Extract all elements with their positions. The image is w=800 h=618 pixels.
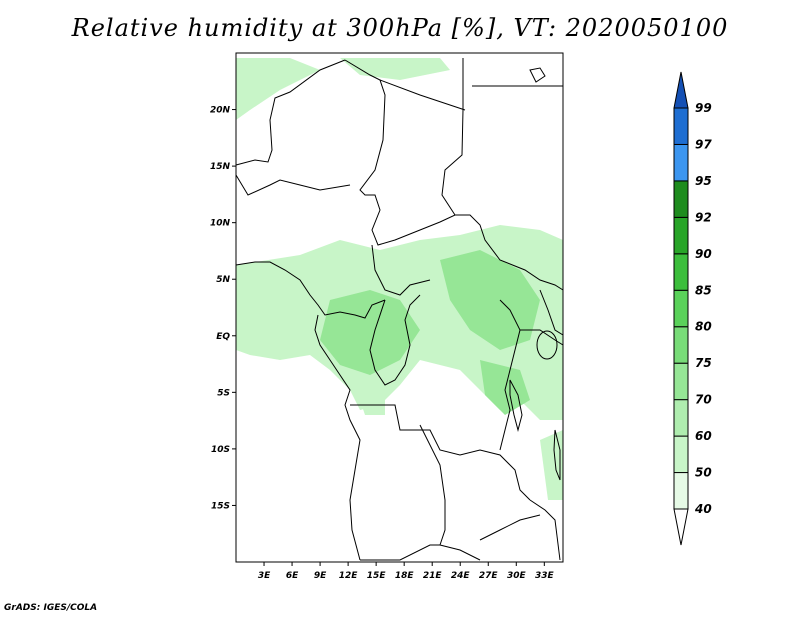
lat-tick-label: 10N — [210, 219, 231, 229]
colorbar: 40 50 60 70 75 80 85 90 92 95 97 99 — [673, 71, 712, 546]
colorbar-box — [673, 472, 689, 510]
colorbar-label: 70 — [695, 393, 712, 407]
lon-tick-label: 27E — [479, 571, 499, 581]
lat-tick-label: 15S — [211, 501, 230, 511]
colorbar-label: 97 — [695, 137, 712, 151]
map-frame — [235, 52, 564, 563]
colorbar-label: 99 — [695, 101, 712, 115]
colorbar-label: 60 — [695, 429, 712, 443]
colorbar-box — [673, 289, 689, 328]
lake-outline — [553, 429, 561, 481]
colorbar-box — [673, 326, 689, 364]
humidity-patch — [440, 250, 540, 350]
colorbar-box — [673, 253, 689, 291]
lon-tick-label: 30E — [507, 571, 527, 581]
lat-tick-label: 10S — [211, 445, 230, 455]
lake-outline — [536, 330, 558, 360]
map-title: Relative humidity at 300hPa [%], VT: 202… — [71, 14, 729, 42]
lon-tick-label: 9E — [314, 571, 327, 581]
colorbar-box — [673, 435, 689, 474]
lat-tick-label: 20N — [210, 106, 231, 116]
colorbar-box — [673, 143, 689, 182]
lon-tick-label: 21E — [423, 571, 443, 581]
lat-tick-label: 5N — [216, 275, 230, 285]
colorbar-label: 75 — [695, 356, 712, 370]
latitude-axis: 20N 15N 10N 5N EQ 5S 10S 15S — [210, 106, 236, 511]
colorbar-box — [673, 107, 689, 145]
country-borders — [235, 58, 564, 561]
lon-tick-label: 6E — [286, 571, 299, 581]
colorbar-label: 85 — [695, 283, 712, 297]
lat-tick-label: 5S — [217, 388, 230, 398]
colorbar-box — [673, 399, 689, 437]
lon-tick-label: 12E — [339, 571, 359, 581]
lat-tick-label: EQ — [216, 332, 230, 342]
lon-tick-label: 3E — [258, 571, 271, 581]
humidity-field — [236, 58, 563, 500]
humidity-patch — [360, 400, 385, 415]
colorbar-label: 80 — [695, 320, 712, 334]
credit-text: GrADS: IGES/COLA — [4, 603, 98, 613]
colorbar-box — [673, 216, 689, 255]
colorbar-max-triangle — [673, 71, 689, 109]
lon-tick-label: 24E — [451, 571, 471, 581]
colorbar-label: 50 — [695, 466, 712, 480]
colorbar-box — [673, 180, 689, 218]
humidity-patch — [480, 360, 530, 415]
humidity-patch — [540, 430, 563, 500]
humidity-patch — [236, 58, 320, 120]
lon-tick-label: 18E — [395, 571, 415, 581]
colorbar-label: 40 — [694, 502, 712, 516]
colorbar-label: 92 — [695, 210, 712, 224]
colorbar-min-triangle — [673, 508, 689, 546]
colorbar-label: 95 — [695, 174, 712, 188]
lon-tick-label: 15E — [367, 571, 387, 581]
lat-tick-label: 15N — [210, 162, 231, 172]
humidity-patch — [320, 290, 420, 375]
humidity-patch — [340, 58, 450, 80]
lake-outline — [529, 67, 546, 83]
colorbar-box — [673, 362, 689, 401]
lake-outline — [509, 379, 523, 432]
lon-tick-label: 33E — [535, 571, 555, 581]
colorbar-label: 90 — [695, 247, 712, 261]
longitude-axis: 3E 6E 9E 12E 15E 18E 21E 24E 27E 30E 33E — [258, 562, 555, 581]
